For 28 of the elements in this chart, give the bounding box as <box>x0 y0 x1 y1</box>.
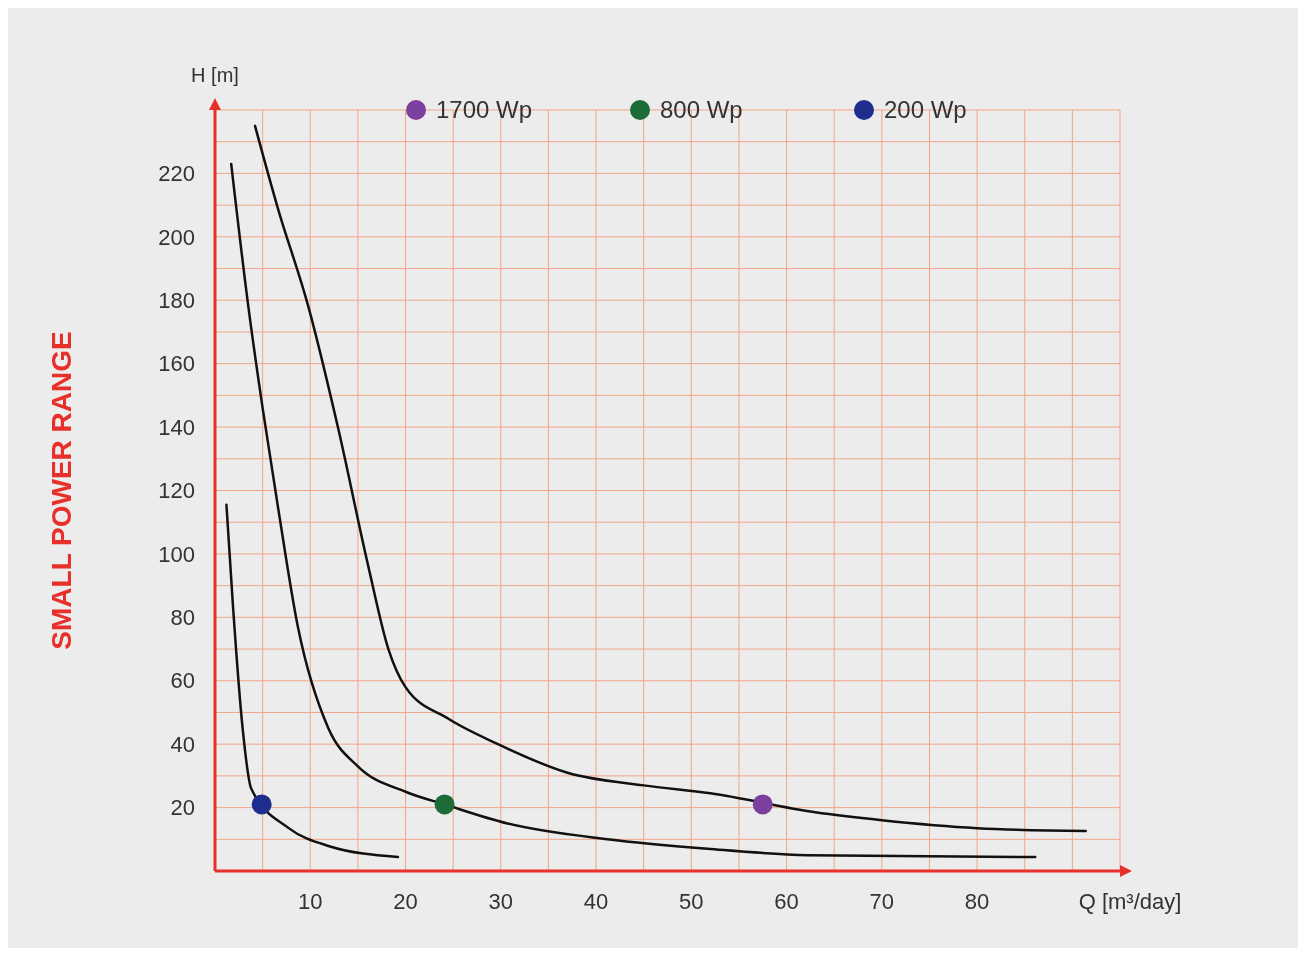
y-tick-label: 200 <box>158 224 195 250</box>
x-tick-label: 30 <box>488 889 514 914</box>
y-tick-label: 100 <box>158 541 195 567</box>
x-tick-label: 50 <box>679 889 704 914</box>
y-tick-label: 40 <box>170 731 195 757</box>
x-tick-label: 10 <box>298 889 323 914</box>
x-tick-label: 20 <box>393 889 418 914</box>
y-tick-label: 20 <box>170 795 195 821</box>
text: SMALL POWER RANGE <box>46 331 77 650</box>
x-tick-label: 70 <box>869 889 895 914</box>
y-tick-label: 180 <box>158 287 195 313</box>
x-tick-label: 80 <box>964 889 990 914</box>
y-axis-title: H [m] <box>191 64 239 86</box>
x-axis-title: Q [m³/day] <box>1078 889 1182 914</box>
y-tick-label: 140 <box>158 414 195 440</box>
line-series <box>229 162 1037 859</box>
legend-label: 200 Wp <box>884 96 967 124</box>
y-tick-label: 120 <box>158 478 195 504</box>
line-series <box>225 503 400 859</box>
y-tick-label: 160 <box>158 351 195 377</box>
y-tick-label: 80 <box>170 605 195 631</box>
line-series <box>253 124 1087 833</box>
legend-label: 1700 Wp <box>436 96 533 124</box>
y-tick-label: 60 <box>170 668 195 694</box>
legend-label: 800 Wp <box>660 96 743 124</box>
x-tick-label: 60 <box>774 889 799 914</box>
x-tick-label: 40 <box>583 889 609 914</box>
y-tick-label: 220 <box>158 161 195 187</box>
